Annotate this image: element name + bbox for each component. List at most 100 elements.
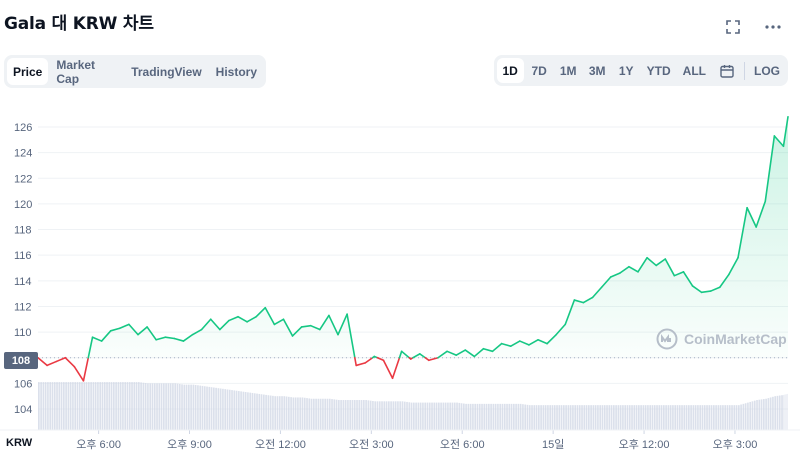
price-line-segment [146,326,157,341]
tab-tradingview[interactable]: TradingView [131,64,202,79]
volume-bar [697,405,699,430]
volume-bar [542,405,545,430]
volume-bar [563,405,565,430]
volume-bar [528,405,531,430]
volume-bar [740,404,742,430]
volume-bar [685,405,688,430]
volume-bar [260,394,263,430]
volume-bar [713,405,715,430]
volume-bar [244,392,247,430]
volume-bar [549,405,552,430]
volume-bar [701,405,704,430]
range-1d[interactable]: 1D [496,58,524,83]
more-icon[interactable] [764,18,782,36]
volume-bar [58,382,61,430]
volume-bar [531,405,533,430]
price-line-segment [337,313,348,336]
volume-bar [628,405,631,430]
volume-bar [633,405,636,430]
volume-bar [406,401,408,430]
range-1y[interactable]: 1Y [618,63,634,78]
price-line-segment [355,362,367,367]
price-line-segment [164,336,176,340]
volume-bar [42,382,45,430]
volume-bar [635,405,638,430]
volume-bar [469,403,472,430]
volume-bar [78,382,81,430]
volume-bar [440,402,442,430]
volume-bar [74,382,77,430]
volume-bar [763,399,765,430]
volume-bar [340,400,342,430]
price-line-segment [155,336,167,341]
range-3m[interactable]: 3M [588,63,606,78]
volume-bar [165,383,167,430]
expand-icon[interactable] [724,18,742,36]
volume-bar [503,403,506,430]
volume-bar [267,395,270,430]
volume-bar [358,400,361,430]
volume-bar [347,400,349,430]
price-line-segment [737,206,748,259]
volume-bar [92,382,95,430]
tab-history[interactable]: History [215,64,257,79]
volume-bar [160,383,163,430]
volume-bar [297,397,299,430]
volume-bar [458,402,461,430]
x-tick-label: 15일 [542,437,564,451]
volume-bar [526,404,529,430]
volume-bar [476,403,479,430]
price-line-segment [400,350,411,359]
volume-bar [408,402,411,430]
volume-bar [488,403,490,430]
volume-bar [228,389,231,430]
volume-bar [585,405,588,430]
volume-bar [649,405,652,430]
range-1m[interactable]: 1M [559,63,577,78]
volume-bar [665,405,667,430]
divider [744,61,745,80]
volume-bar [710,405,713,430]
volume-bar [363,400,365,430]
volume-bar [731,405,733,430]
tab-market-cap[interactable]: Market Cap [56,57,96,86]
volume-bar [410,402,413,430]
volume-bar [188,384,190,430]
volume-bar [481,403,483,430]
price-line-segment [346,313,356,359]
log-scale-toggle[interactable]: LOG [754,63,780,78]
range-ytd[interactable]: YTD [646,63,671,78]
price-line-segment [64,356,76,368]
price-line-segment [600,276,612,289]
volume-bar [722,405,724,430]
price-line-segment [219,319,230,331]
x-tick-label: 오후 3:00 [713,438,758,451]
price-line-segment [673,271,685,277]
volume-bar [222,388,224,430]
volume-bar [769,397,772,430]
volume-bar [578,405,581,430]
calendar-icon[interactable] [713,58,740,83]
price-line-segment [609,272,621,278]
volume-bar [553,405,556,430]
volume-bar [378,401,381,430]
x-tick-label: 오전 6:00 [440,438,485,451]
price-line-segment [691,285,703,294]
volume-bar [667,405,670,430]
range-7d[interactable]: 7D [531,63,547,78]
volume-bar [676,405,679,430]
price-line-segment [128,323,139,336]
price-line-segment [582,296,594,304]
volume-bar [217,388,220,430]
volume-bar [97,382,99,430]
range-all[interactable]: ALL [682,63,706,78]
volume-bar [658,405,661,430]
price-line-segment [376,356,385,362]
volume-bar [399,401,402,430]
volume-bar [319,398,322,430]
price-line-segment [719,273,730,289]
price-line-segment [82,356,90,382]
volume-bar [53,382,56,430]
tab-price[interactable]: Price [7,58,49,85]
